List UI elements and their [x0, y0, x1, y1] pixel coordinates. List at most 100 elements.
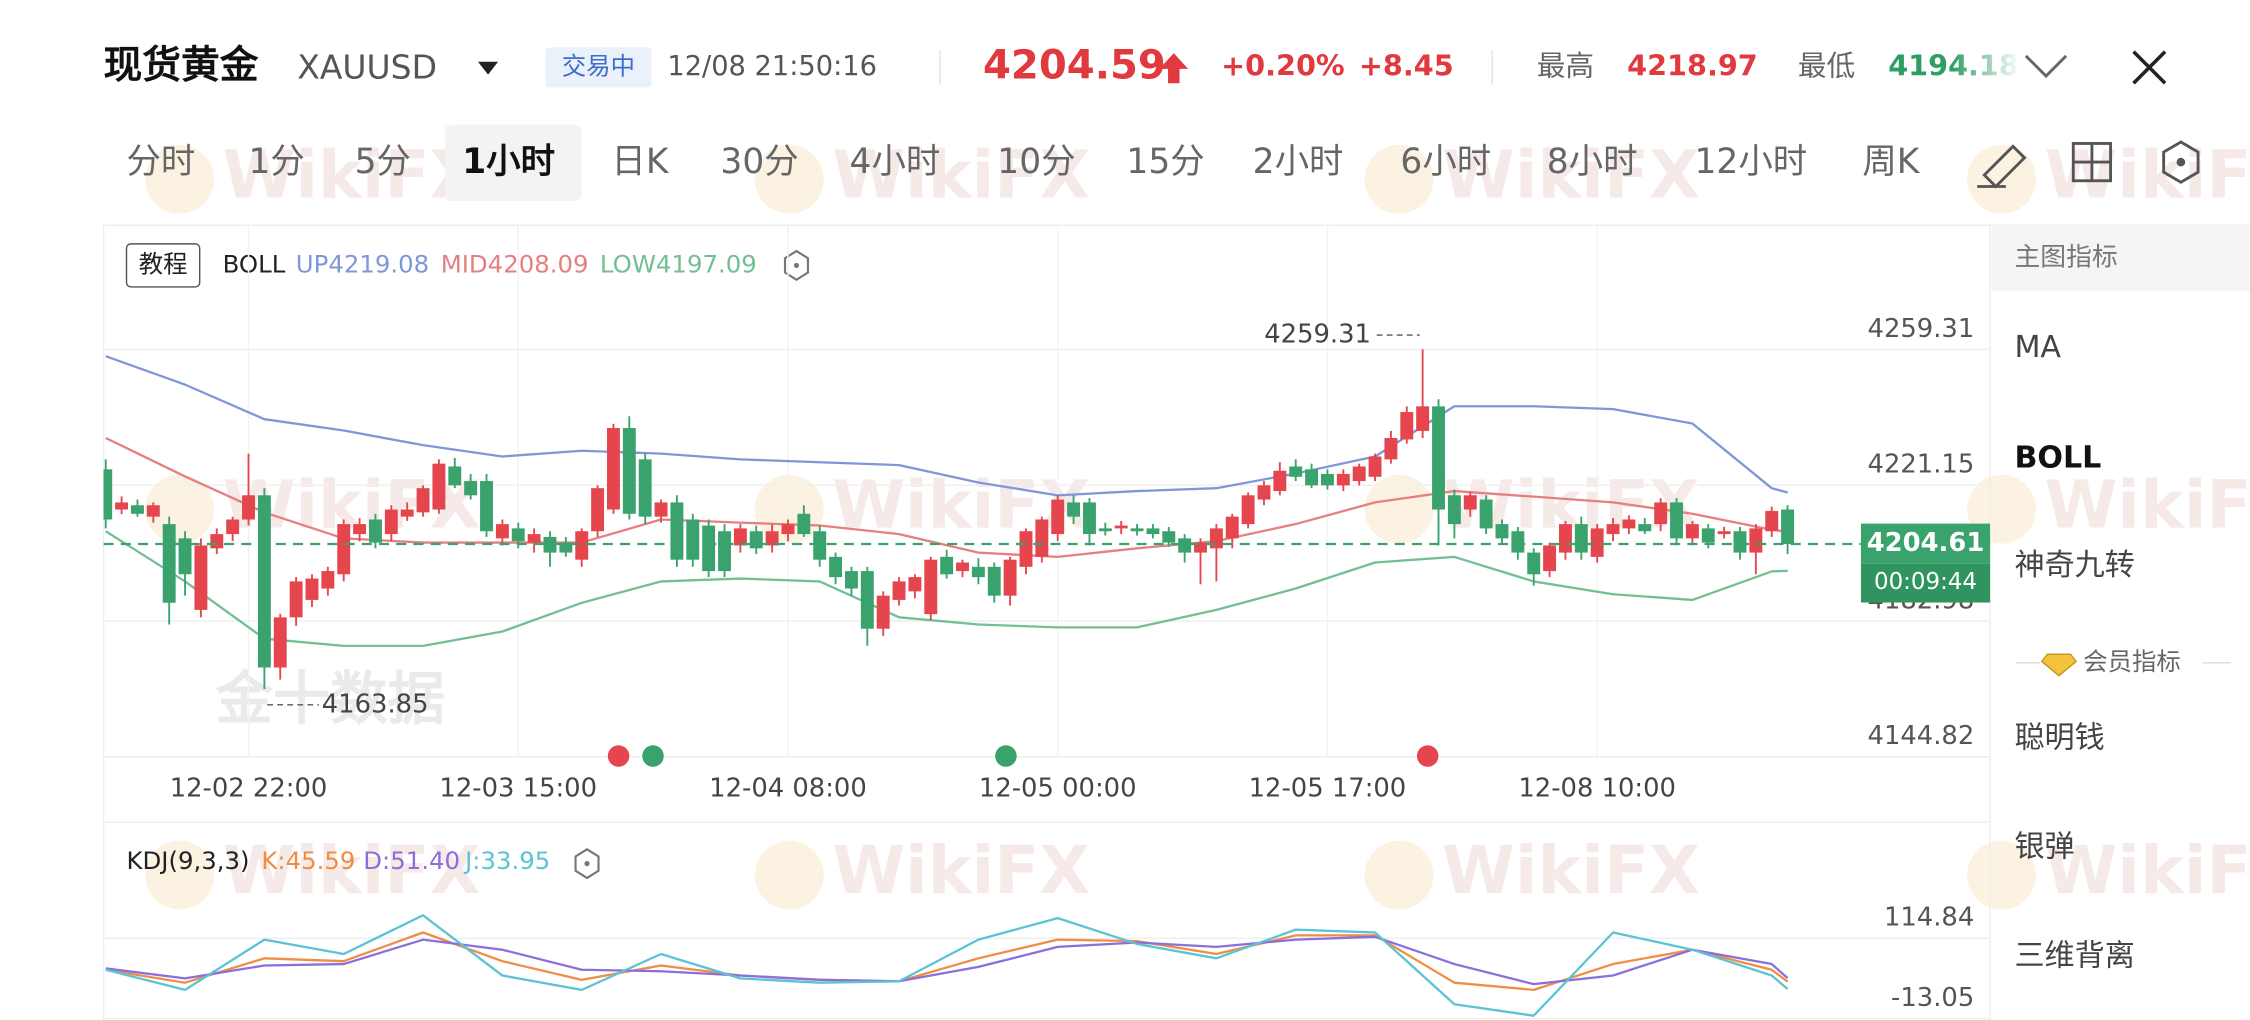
tab[interactable]: 8小时 — [1547, 142, 1638, 182]
tab[interactable]: 周K — [1862, 142, 1920, 182]
candle-body — [130, 505, 144, 514]
tab[interactable]: 5分 — [355, 142, 411, 182]
indicator-settings[interactable] — [783, 249, 810, 282]
candle-body — [956, 562, 969, 572]
low-label: 最低 — [1798, 48, 1855, 82]
tab[interactable]: 1小时 — [462, 142, 555, 182]
signal-dot[interactable] — [607, 745, 630, 767]
tab[interactable]: 30分 — [720, 142, 798, 182]
candle-body — [115, 502, 129, 510]
candle-body — [1654, 502, 1668, 525]
tab[interactable]: 分时 — [127, 142, 196, 182]
x-tick-label: 12-02 22:00 — [170, 774, 328, 804]
signal-dot[interactable] — [1416, 745, 1439, 767]
indicator-option[interactable]: 神奇九转 — [2014, 548, 2134, 583]
kdj-line — [105, 914, 1789, 1017]
member-header: 会员指标 — [2083, 647, 2181, 676]
candle-body — [1384, 438, 1398, 460]
main-chart — [103, 225, 1991, 758]
watermarks: WikiFX WikiFX WikiFX WikiFX WikiFX WikiFX Wiki… — [145, 136, 2250, 910]
candle-body — [1432, 406, 1445, 510]
tab[interactable]: 4小时 — [850, 142, 941, 182]
watermark: WikiFX — [2045, 466, 2250, 543]
symbol-caret[interactable] — [477, 61, 499, 75]
candle-body — [162, 524, 176, 603]
candle-body — [591, 488, 605, 532]
timeframe-tabs: 分时 1分 5分 1小时 日K 30分 4小时 10分 15分 2小时 6小时 8小时 12小时 周K — [127, 142, 1921, 182]
indicator-settings-dot — [793, 262, 800, 268]
tutorial-text[interactable]: 教程 — [139, 249, 188, 278]
kdj-line — [105, 935, 1789, 986]
watermark: WikiFX — [2045, 136, 2250, 213]
candle-body — [892, 581, 906, 600]
candle-body — [1463, 495, 1477, 510]
candle-body — [733, 528, 747, 546]
candle-body — [1400, 412, 1414, 440]
settings-icon[interactable] — [2162, 140, 2200, 184]
candle-body — [1574, 524, 1588, 553]
candle-body — [1178, 538, 1192, 553]
price-box: 4204.61 00:09:44 — [1860, 523, 1991, 603]
candle-body — [273, 617, 287, 668]
tab[interactable]: 15分 — [1126, 142, 1204, 182]
candle-body — [1749, 528, 1763, 553]
expand-chevron[interactable] — [2024, 54, 2068, 79]
candle-body — [829, 556, 843, 578]
watermark-logo — [145, 474, 215, 544]
candle-body — [1241, 495, 1255, 525]
candle-body — [1781, 509, 1795, 545]
tab[interactable]: 2小时 — [1253, 142, 1344, 182]
candle-body — [575, 531, 589, 560]
candle-body — [1527, 552, 1541, 575]
indicator-option[interactable]: BOLL — [2014, 441, 2101, 476]
y-tick-label: 4259.31 — [1868, 314, 1975, 344]
boll-line — [105, 355, 1788, 497]
member-option[interactable]: 三维背离 — [2014, 938, 2134, 973]
instrument-symbol[interactable]: XAUUSD — [297, 47, 437, 86]
candle-body — [1717, 531, 1731, 535]
candle-body — [1733, 531, 1747, 553]
tutorial-button[interactable] — [125, 243, 201, 288]
indicator-option[interactable]: MA — [2014, 330, 2061, 365]
candle-body — [289, 581, 303, 618]
candle-body — [321, 571, 335, 589]
tab[interactable]: 日K — [611, 142, 669, 182]
candle-body — [1130, 528, 1144, 532]
candle-body — [1765, 510, 1779, 532]
x-tick-label: 12-03 15:00 — [439, 774, 597, 804]
candle-body — [924, 559, 938, 615]
watermark-logo — [1967, 840, 2036, 910]
candle-body — [194, 545, 208, 610]
tab[interactable]: 12小时 — [1695, 142, 1808, 182]
settings-icon-dot — [2176, 157, 2186, 167]
member-option[interactable]: 聪明钱 — [2014, 720, 2104, 755]
last-price: 4204.59 — [983, 42, 1166, 88]
kdj-j-label: J:33.95 — [463, 846, 550, 875]
watermark-logo — [145, 840, 215, 910]
member-option[interactable]: 银弹 — [2014, 829, 2074, 864]
signal-dot[interactable] — [995, 745, 1017, 767]
sidebar-header-bg — [1991, 226, 2250, 292]
draw-tool-icon[interactable] — [1977, 144, 2027, 189]
sidebar-header: 主图指标 — [2014, 243, 2117, 273]
y-tick-label: 4221.15 — [1868, 450, 1975, 480]
candle-body — [242, 495, 255, 520]
vip-icon — [2040, 653, 2078, 677]
tab[interactable]: 1分 — [248, 142, 304, 182]
tab[interactable]: 10分 — [997, 142, 1075, 182]
tab[interactable]: 6小时 — [1400, 142, 1491, 182]
watermark: WikiFX — [832, 136, 1090, 213]
candle-body — [1638, 524, 1652, 532]
candle-body — [448, 466, 462, 486]
up-arrow — [1159, 53, 1189, 84]
kdj-settings[interactable] — [574, 848, 600, 880]
candle-body — [1416, 406, 1430, 431]
candle-body — [1701, 528, 1715, 543]
close-button[interactable] — [2132, 50, 2167, 85]
current-price: 4204.61 — [1867, 528, 1985, 558]
watermark: WikiFX — [2045, 832, 2250, 909]
candle-body — [1019, 531, 1033, 567]
signal-dot[interactable] — [642, 745, 664, 767]
